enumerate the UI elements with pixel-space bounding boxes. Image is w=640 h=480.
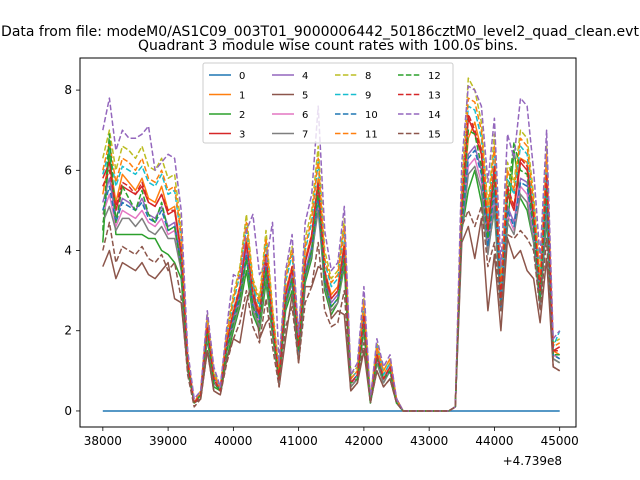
y-tick-label: 6	[64, 163, 72, 177]
legend-label-7: 7	[302, 130, 308, 141]
chart-title: Quadrant 3 module wise count rates with …	[138, 38, 518, 54]
x-axis-offset-label: +4.739e8	[503, 454, 562, 468]
y-axis: 0 2 4 6 8	[64, 83, 80, 418]
legend-label-3: 3	[239, 130, 245, 141]
legend-box	[202, 62, 454, 144]
legend-label-12: 12	[428, 71, 441, 82]
x-tick-label: 38000	[84, 434, 122, 448]
y-tick-label: 4	[64, 244, 72, 258]
x-axis: 38000 39000 40000 41000 42000 43000 44000 45000	[84, 427, 579, 448]
legend-label-13: 13	[428, 91, 441, 102]
legend-label-1: 1	[239, 91, 245, 102]
x-tick-label: 44000	[475, 434, 513, 448]
x-tick-label: 41000	[280, 434, 318, 448]
series-line-3	[102, 117, 561, 412]
x-tick-label: 43000	[410, 434, 448, 448]
x-tick-label: 39000	[149, 434, 187, 448]
y-tick-label: 0	[64, 404, 72, 418]
series-line-12	[102, 129, 560, 412]
legend-label-5: 5	[302, 91, 308, 102]
legend-label-4: 4	[302, 71, 308, 82]
legend-label-15: 15	[428, 130, 441, 141]
legend-label-0: 0	[239, 71, 245, 82]
legend-label-10: 10	[365, 110, 378, 121]
y-tick-label: 2	[64, 324, 72, 338]
legend-label-14: 14	[428, 110, 441, 121]
series-layer	[102, 77, 561, 412]
y-tick-label: 8	[64, 83, 72, 97]
figure-suptitle: Data from file: modeM0/AS1C09_003T01_900…	[1, 24, 639, 40]
series-line-14	[102, 85, 561, 412]
x-tick-label: 45000	[541, 434, 579, 448]
series-line-15	[102, 205, 561, 412]
x-tick-label: 40000	[214, 434, 252, 448]
legend-label-6: 6	[302, 110, 308, 121]
legend-label-9: 9	[365, 91, 371, 102]
series-line-11	[102, 97, 561, 412]
series-line-5	[102, 217, 561, 412]
x-tick-label: 42000	[345, 434, 383, 448]
axes-frame	[79, 57, 577, 428]
legend-label-8: 8	[365, 71, 371, 82]
series-line-8	[102, 77, 561, 412]
series-line-13	[102, 113, 560, 412]
legend-label-2: 2	[239, 110, 245, 121]
plot-area	[79, 57, 577, 428]
legend-label-11: 11	[365, 130, 378, 141]
series-line-7	[102, 165, 561, 412]
